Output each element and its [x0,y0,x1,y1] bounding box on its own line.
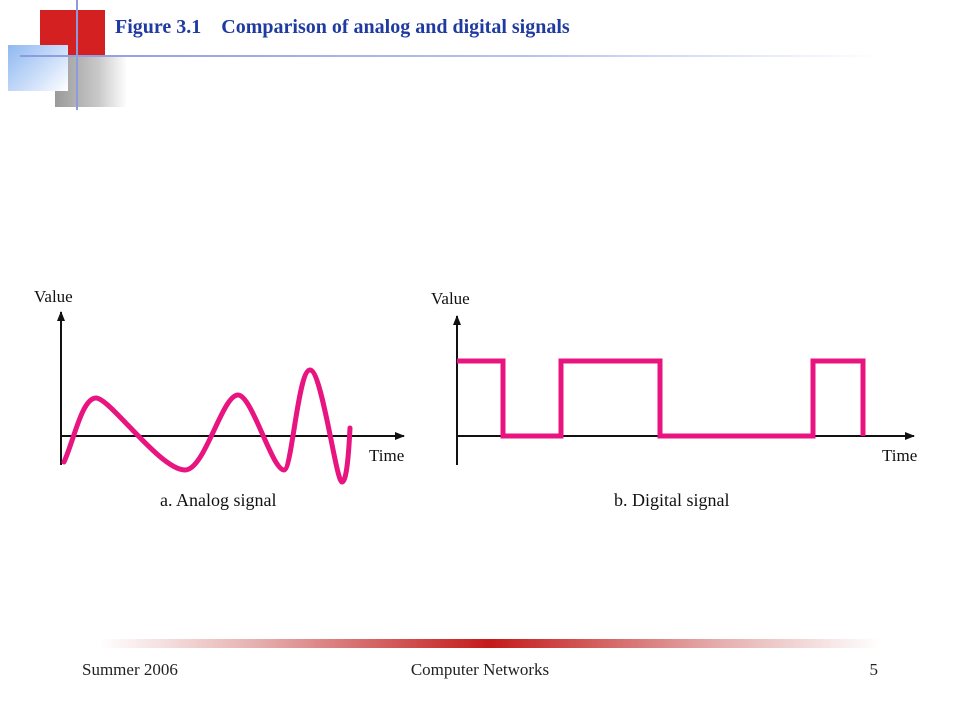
footer-date: Summer 2006 [82,660,178,679]
analog-caption: a. Analog signal [160,490,276,510]
decor-blue-square [8,45,68,91]
digital-x-label: Time [882,446,917,465]
digital-signal-panel: Value Time b. Digital signal [431,289,917,510]
footer-course: Computer Networks [410,660,550,679]
decor-horizontal-line [20,55,880,57]
analog-waveform [61,367,353,485]
analog-signal-panel: Value Time a. Analog signal [34,287,405,510]
analog-x-label: Time [369,446,404,465]
footer-divider [100,639,880,648]
digital-caption: b. Digital signal [614,490,730,510]
slide-title: Figure 3.1 Comparison of analog and digi… [115,16,570,38]
digital-y-label: Value [431,289,470,308]
analog-y-label: Value [34,287,73,306]
slide-number: 5 [869,660,879,679]
digital-waveform [457,358,866,439]
